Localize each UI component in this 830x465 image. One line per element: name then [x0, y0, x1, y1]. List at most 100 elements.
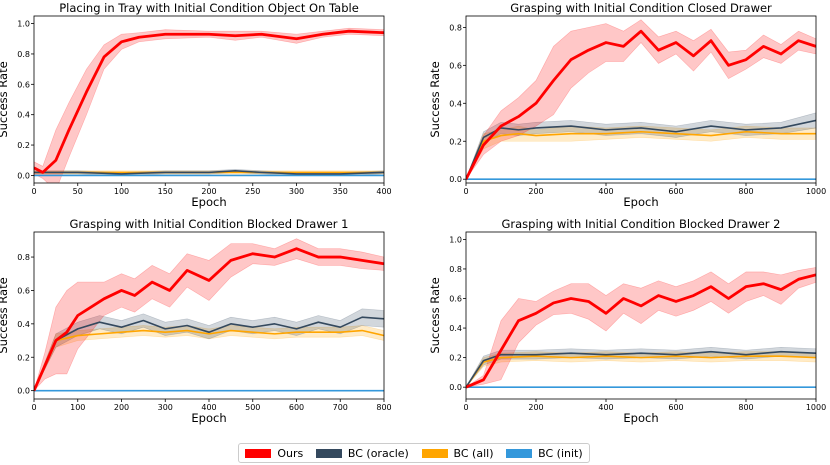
plot-area — [34, 238, 384, 392]
band-bc-all — [466, 125, 816, 180]
legend-swatch-ours — [245, 448, 272, 458]
plot-area — [466, 19, 816, 181]
x-tick-label: 800 — [376, 403, 391, 412]
x-tick-label: 0 — [463, 187, 468, 196]
x-tick-label: 1000 — [806, 187, 826, 196]
y-tick-label: 0.6 — [449, 61, 462, 70]
x-tick-label: 600 — [289, 403, 304, 412]
y-tick-label: 0.2 — [449, 137, 462, 146]
y-tick-label: 1.0 — [17, 20, 30, 29]
legend-label-bc-all: BC (all) — [453, 446, 494, 460]
plot-area — [466, 267, 816, 389]
legend-item-bc-all: BC (all) — [421, 446, 494, 460]
y-tick-label: 0.4 — [449, 324, 462, 333]
band-ours — [34, 27, 384, 183]
chart-panel-2: 0 200 400 600 800 1000 0.0 0.2 0.4 0.6 0.8 Grasping… — [428, 1, 826, 209]
legend-label-bc-oracle: BC (oracle) — [347, 446, 409, 460]
x-axis-label: Epoch — [191, 411, 226, 425]
legend-item-bc-oracle: BC (oracle) — [315, 446, 409, 460]
legend-swatch-bc-all — [421, 448, 448, 458]
chart-title: Placing in Tray with Initial Condition O… — [59, 1, 359, 15]
y-axis-label: Success Rate — [0, 277, 10, 353]
x-tick-label: 200 — [201, 187, 216, 196]
band-ours — [466, 267, 816, 388]
x-tick-label: 400 — [598, 187, 613, 196]
figure: 0 50 100 150 200 250 300 350 400 0.0 0.2 0.4 0.6 0.8 1… — [0, 1, 826, 425]
y-tick-label: 0.4 — [17, 111, 30, 120]
line-ours — [34, 29, 384, 174]
x-tick-label: 100 — [70, 403, 85, 412]
y-tick-label: 0.2 — [449, 354, 462, 363]
legend-swatch-bc-oracle — [315, 448, 342, 458]
line-bc-all — [466, 130, 816, 180]
chart-panel-1: 0 50 100 150 200 250 300 350 400 0.0 0.2 0.4 0.6 0.8 1… — [0, 1, 392, 209]
x-axis-label: Epoch — [623, 195, 658, 209]
x-tick-label: 300 — [289, 187, 304, 196]
x-tick-label: 800 — [738, 403, 753, 412]
x-tick-label: 200 — [528, 403, 543, 412]
y-tick-label: 0.0 — [449, 383, 462, 392]
line-ours — [34, 247, 384, 392]
y-tick-label: 0.0 — [449, 175, 462, 184]
y-axis-label: Success Rate — [0, 61, 10, 137]
band-ours — [34, 238, 384, 391]
axes-frame — [465, 15, 817, 184]
chart-title: Grasping with Initial Condition Blocked … — [69, 217, 348, 231]
x-tick-label: 400 — [598, 403, 613, 412]
x-tick-label: 200 — [528, 187, 543, 196]
legend-label-ours: Ours — [277, 446, 304, 460]
legend-swatch-bc-init — [506, 448, 533, 458]
line-bc-all — [34, 329, 384, 391]
legend: Ours BC (oracle) BC (all) BC (init) — [238, 443, 590, 463]
x-tick-label: 100 — [114, 187, 129, 196]
chart-panel-4: 0 200 400 600 800 1000 0.0 0.2 0.4 0.6 0.8 1.0 Grasp… — [428, 217, 826, 425]
line-ours — [466, 273, 816, 389]
y-tick-label: 0.8 — [449, 265, 462, 274]
x-tick-label: 700 — [333, 403, 348, 412]
x-tick-label: 600 — [668, 187, 683, 196]
x-tick-label: 600 — [668, 403, 683, 412]
x-tick-label: 0 — [31, 187, 36, 196]
x-tick-label: 1000 — [806, 403, 826, 412]
legend-label-bc-init: BC (init) — [538, 446, 583, 460]
x-tick-label: 300 — [158, 403, 173, 412]
x-axis-label: Epoch — [191, 195, 226, 209]
legend-item-bc-init: BC (init) — [506, 447, 583, 460]
plot-area — [34, 27, 384, 183]
x-tick-label: 150 — [158, 187, 173, 196]
y-tick-label: 0.8 — [17, 253, 30, 262]
y-tick-label: 0.8 — [449, 23, 462, 32]
x-tick-label: 50 — [73, 187, 83, 196]
legend-item-ours: Ours — [245, 447, 303, 460]
x-tick-label: 0 — [463, 403, 468, 412]
x-tick-label: 200 — [114, 403, 129, 412]
y-tick-label: 0.4 — [17, 320, 30, 329]
x-tick-label: 400 — [201, 403, 216, 412]
y-axis-label: Success Rate — [428, 277, 442, 353]
y-tick-label: 0.0 — [17, 387, 30, 396]
y-tick-label: 0.6 — [449, 295, 462, 304]
chart-panel-3: 0 100 200 300 400 500 600 700 800 0.0 0.2 0.4 0.6 0.8… — [0, 217, 392, 425]
y-tick-label: 0.2 — [17, 353, 30, 362]
y-tick-label: 0.8 — [17, 50, 30, 59]
y-tick-label: 0.0 — [17, 171, 30, 180]
x-tick-label: 0 — [31, 403, 36, 412]
x-tick-label: 500 — [245, 403, 260, 412]
line-bc-oracle — [34, 316, 384, 391]
chart-title: Grasping with Initial Condition Closed D… — [510, 1, 772, 15]
x-tick-label: 800 — [738, 187, 753, 196]
line-bc-all — [466, 355, 816, 388]
axes-frame — [465, 231, 817, 400]
x-tick-label: 400 — [376, 187, 391, 196]
chart-title: Grasping with Initial Condition Blocked … — [501, 217, 780, 231]
y-tick-label: 0.4 — [449, 99, 462, 108]
y-tick-label: 0.2 — [17, 141, 30, 150]
y-tick-label: 0.6 — [17, 80, 30, 89]
x-axis-label: Epoch — [623, 411, 658, 425]
band-bc-oracle — [466, 112, 816, 180]
band-ours — [466, 19, 816, 180]
y-tick-label: 1.0 — [449, 235, 462, 244]
line-bc-oracle — [34, 170, 384, 175]
x-tick-label: 350 — [333, 187, 348, 196]
x-tick-label: 250 — [245, 187, 260, 196]
